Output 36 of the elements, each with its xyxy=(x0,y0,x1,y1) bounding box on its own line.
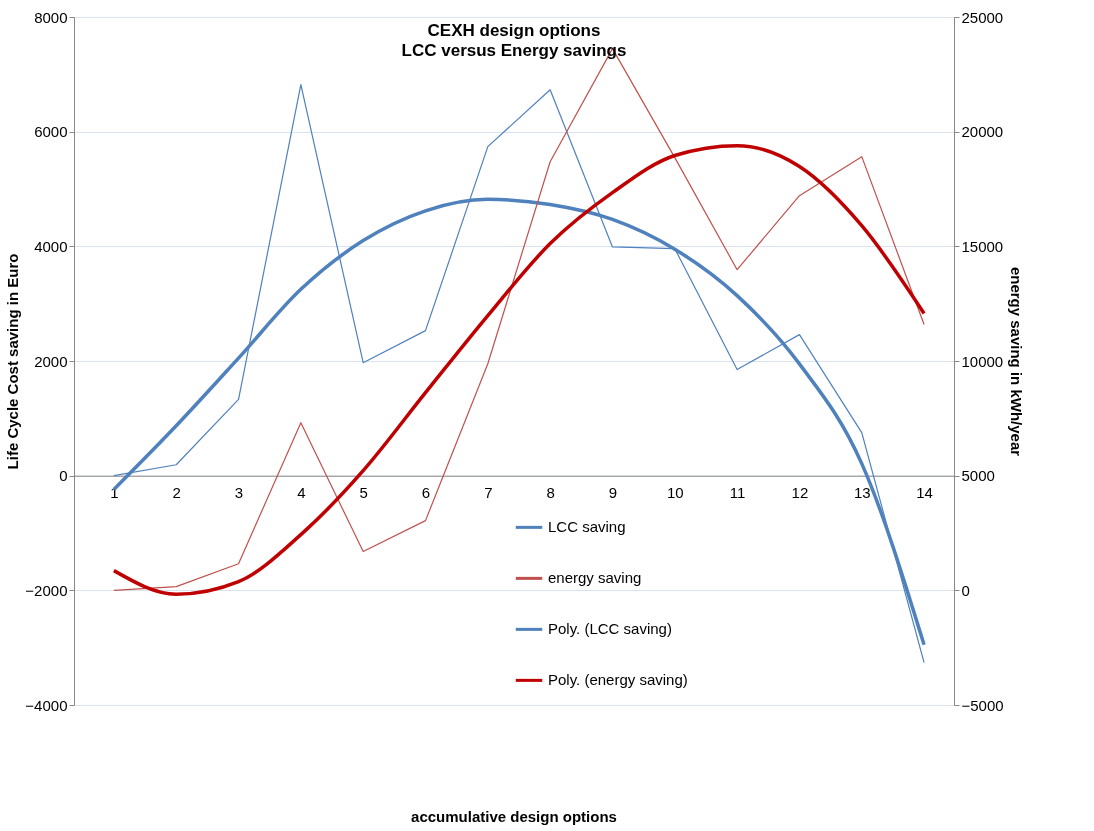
chart-title: CEXH design options xyxy=(427,21,601,40)
y-tick-label: −4000 xyxy=(25,696,68,714)
y2-tick-label: 15000 xyxy=(961,237,1004,255)
x-tick-label: 7 xyxy=(484,484,493,502)
legend-label: Poly. (LCC saving) xyxy=(548,620,672,638)
text: accumulative design options xyxy=(411,808,617,825)
y-tick-label: 8000 xyxy=(34,8,68,26)
y-tick-label: 6000 xyxy=(34,123,68,141)
legend-label: Poly. (energy saving) xyxy=(548,671,688,689)
x-tick-label: 6 xyxy=(421,484,431,502)
y2-tick-label: −5000 xyxy=(961,696,1004,714)
legend-label: LCC saving xyxy=(548,518,626,536)
y2-axis-title: energy saving in kWh/year xyxy=(1007,266,1025,457)
y-axis-title: Life Cycle Cost saving in Euro xyxy=(4,253,22,470)
x-tick-label: 2 xyxy=(172,484,181,502)
x-tick-label: 5 xyxy=(359,484,368,502)
y-tick-label: 2000 xyxy=(34,352,68,370)
x-tick-label: 9 xyxy=(608,484,618,502)
y2-tick-label: 5000 xyxy=(961,467,995,485)
y-tick-label: 4000 xyxy=(34,237,68,255)
y-tick-label: −2000 xyxy=(25,581,68,599)
x-tick-label: 14 xyxy=(916,484,933,502)
x-tick-label: 10 xyxy=(666,484,684,502)
x-tick-label: 3 xyxy=(234,484,244,502)
y2-tick-label: 0 xyxy=(961,581,970,599)
x-tick-label: 13 xyxy=(853,484,871,502)
x-tick-label: 4 xyxy=(297,484,306,502)
x-tick-label: 11 xyxy=(729,484,746,502)
text: LCC versus Energy savings xyxy=(401,41,627,60)
x-tick-label: 8 xyxy=(546,484,555,502)
legend-label: energy saving xyxy=(548,569,642,587)
y-tick-label: 0 xyxy=(59,467,68,485)
y2-tick-label: 25000 xyxy=(961,8,1004,26)
y2-tick-label: 20000 xyxy=(961,123,1004,141)
x-tick-label: 12 xyxy=(791,484,809,502)
y2-tick-label: 10000 xyxy=(961,352,1004,370)
